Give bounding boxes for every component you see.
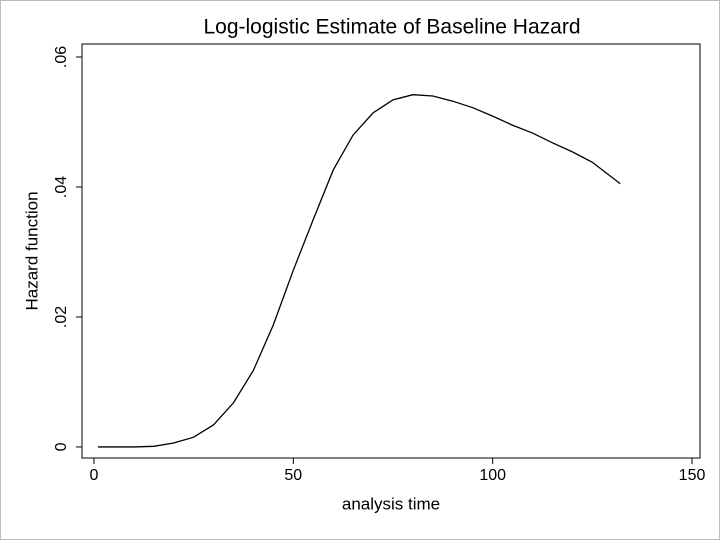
y-axis-title: Hazard function [22,191,41,310]
line-series [97,94,621,448]
plot-frame [81,43,701,459]
x-axis-title: analysis time [342,494,440,513]
x-tick-label: 50 [284,467,302,484]
x-tick-label: 100 [479,467,506,484]
chart-title: Log-logistic Estimate of Baseline Hazard [203,16,580,39]
y-tick-label: .04 [53,176,70,198]
x-tick-label: 150 [679,467,706,484]
x-tick-label: 0 [90,467,99,484]
y-tick-label: .06 [53,46,70,68]
y-tick-label: .02 [53,306,70,328]
y-tick-label: 0 [53,442,70,451]
